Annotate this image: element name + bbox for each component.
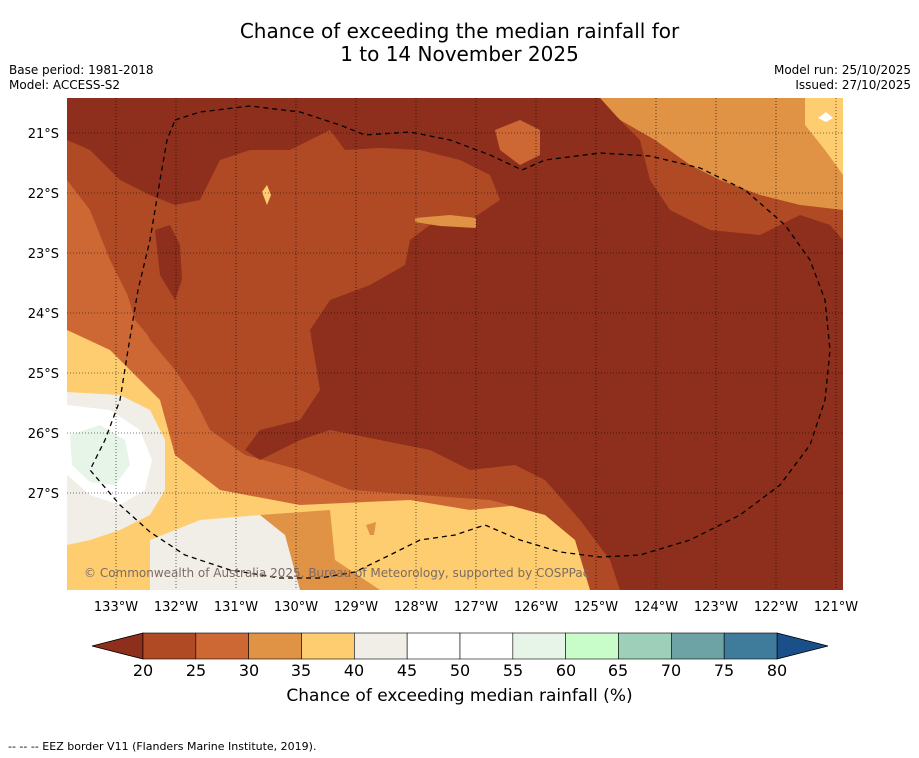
- colorbar-tick-label: 60: [556, 661, 576, 680]
- colorbar-segment: [195, 632, 249, 660]
- colorbar-segment: [142, 632, 197, 660]
- lon-label: 127°W: [454, 600, 498, 615]
- base-period: Base period: 1981-2018: [9, 63, 154, 77]
- region-white-spot: [818, 112, 833, 122]
- region-25-30-spot: [495, 120, 540, 165]
- region-below-20-northwest: [67, 98, 330, 205]
- colorbar-tick-label: 45: [397, 661, 417, 680]
- issued-date: Issued: 27/10/2025: [795, 78, 911, 92]
- colorbar-tick-label: 55: [503, 661, 523, 680]
- lat-label: 21°S: [28, 127, 59, 142]
- colorbar-ticks: 20 25 30 35 40 45 50 55 60 65 70 75 80: [133, 661, 787, 680]
- meta-right: Model run: 25/10/2025 Issued: 27/10/2025: [774, 63, 911, 93]
- chart-title-line1: Chance of exceeding the median rainfall …: [239, 19, 680, 43]
- lon-label: 121°W: [814, 600, 858, 615]
- region-30-35-northeast: [600, 98, 843, 210]
- colorbar-tick-label: 40: [344, 661, 364, 680]
- colorbar-segment: [354, 632, 408, 660]
- lat-label: 26°S: [28, 427, 59, 442]
- colorbar-high-arrow: [776, 632, 829, 660]
- lat-labels: 21°S 22°S 23°S 24°S 25°S 26°S 27°S: [28, 127, 59, 502]
- region-30-35-spot: [415, 215, 476, 228]
- lat-label: 22°S: [28, 187, 59, 202]
- lon-label: 125°W: [574, 600, 618, 615]
- colorbar-segment: [248, 632, 302, 660]
- colorbar-segment: [459, 632, 514, 660]
- eez-border: [89, 105, 831, 579]
- colorbar-tick-label: 50: [450, 661, 470, 680]
- colorbar-tick-label: 70: [661, 661, 681, 680]
- region-35-40-south-strip: [420, 528, 560, 590]
- lon-label: 131°W: [214, 600, 258, 615]
- lon-label: 128°W: [394, 600, 438, 615]
- colorbar-tick-label: 75: [714, 661, 734, 680]
- colorbar-segment: [301, 632, 355, 660]
- region-below-20-patch: [155, 225, 182, 300]
- lon-label: 129°W: [334, 600, 378, 615]
- model-name: Model: ACCESS-S2: [9, 78, 121, 92]
- meta-left: Base period: 1981-2018 Model: ACCESS-S2: [9, 63, 154, 93]
- map-area: © Commonwealth of Australia 2025, Bureau…: [67, 98, 843, 590]
- colorbar-segment: [618, 632, 672, 660]
- lon-label: 124°W: [634, 600, 678, 615]
- colorbar-tick-label: 25: [186, 661, 206, 680]
- colorbar-tick-label: 35: [291, 661, 311, 680]
- region-20-25-upper-left: [100, 190, 200, 350]
- colorbar: 20 25 30 35 40 45 50 55 60 65 70 75 80: [91, 632, 829, 680]
- chart-title-line2: 1 to 14 November 2025: [340, 42, 579, 66]
- colorbar-segments: [142, 632, 778, 660]
- lat-label: 23°S: [28, 247, 59, 262]
- graticule: [67, 98, 843, 590]
- lon-label: 130°W: [274, 600, 318, 615]
- region-55-60-west: [70, 425, 130, 485]
- colorbar-tick-label: 80: [767, 661, 787, 680]
- colorbar-segment: [671, 632, 725, 660]
- colorbar-tick-label: 30: [239, 661, 259, 680]
- region-35-40-northeast: [805, 98, 843, 175]
- lat-label: 24°S: [28, 307, 59, 322]
- colorbar-segment: [406, 632, 461, 660]
- lon-label: 126°W: [514, 600, 558, 615]
- colorbar-label: Chance of exceeding median rainfall (%): [286, 686, 633, 706]
- colorbar-tick-label: 65: [608, 661, 628, 680]
- map-copyright: © Commonwealth of Australia 2025, Bureau…: [84, 566, 589, 580]
- lat-label: 25°S: [28, 367, 59, 382]
- region-40-45-south: [150, 515, 300, 590]
- region-30-35-spot2: [366, 522, 376, 535]
- region-35-40-spot: [262, 185, 271, 205]
- lon-label: 133°W: [94, 600, 138, 615]
- colorbar-segment: [512, 632, 566, 660]
- footer-note: -- -- -- EEZ border V11 (Flanders Marine…: [8, 740, 317, 753]
- lon-label: 122°W: [754, 600, 798, 615]
- model-run: Model run: 25/10/2025: [773, 63, 911, 77]
- lon-labels: 133°W 132°W 131°W 130°W 129°W 128°W 127°…: [94, 600, 858, 615]
- colorbar-segment: [723, 632, 778, 660]
- colorbar-low-arrow: [91, 632, 144, 660]
- lat-label: 27°S: [28, 487, 59, 502]
- colorbar-segment: [565, 632, 619, 660]
- lon-label: 132°W: [154, 600, 198, 615]
- region-below-20-main: [245, 98, 843, 590]
- colorbar-tick-label: 20: [133, 661, 153, 680]
- lon-label: 123°W: [694, 600, 738, 615]
